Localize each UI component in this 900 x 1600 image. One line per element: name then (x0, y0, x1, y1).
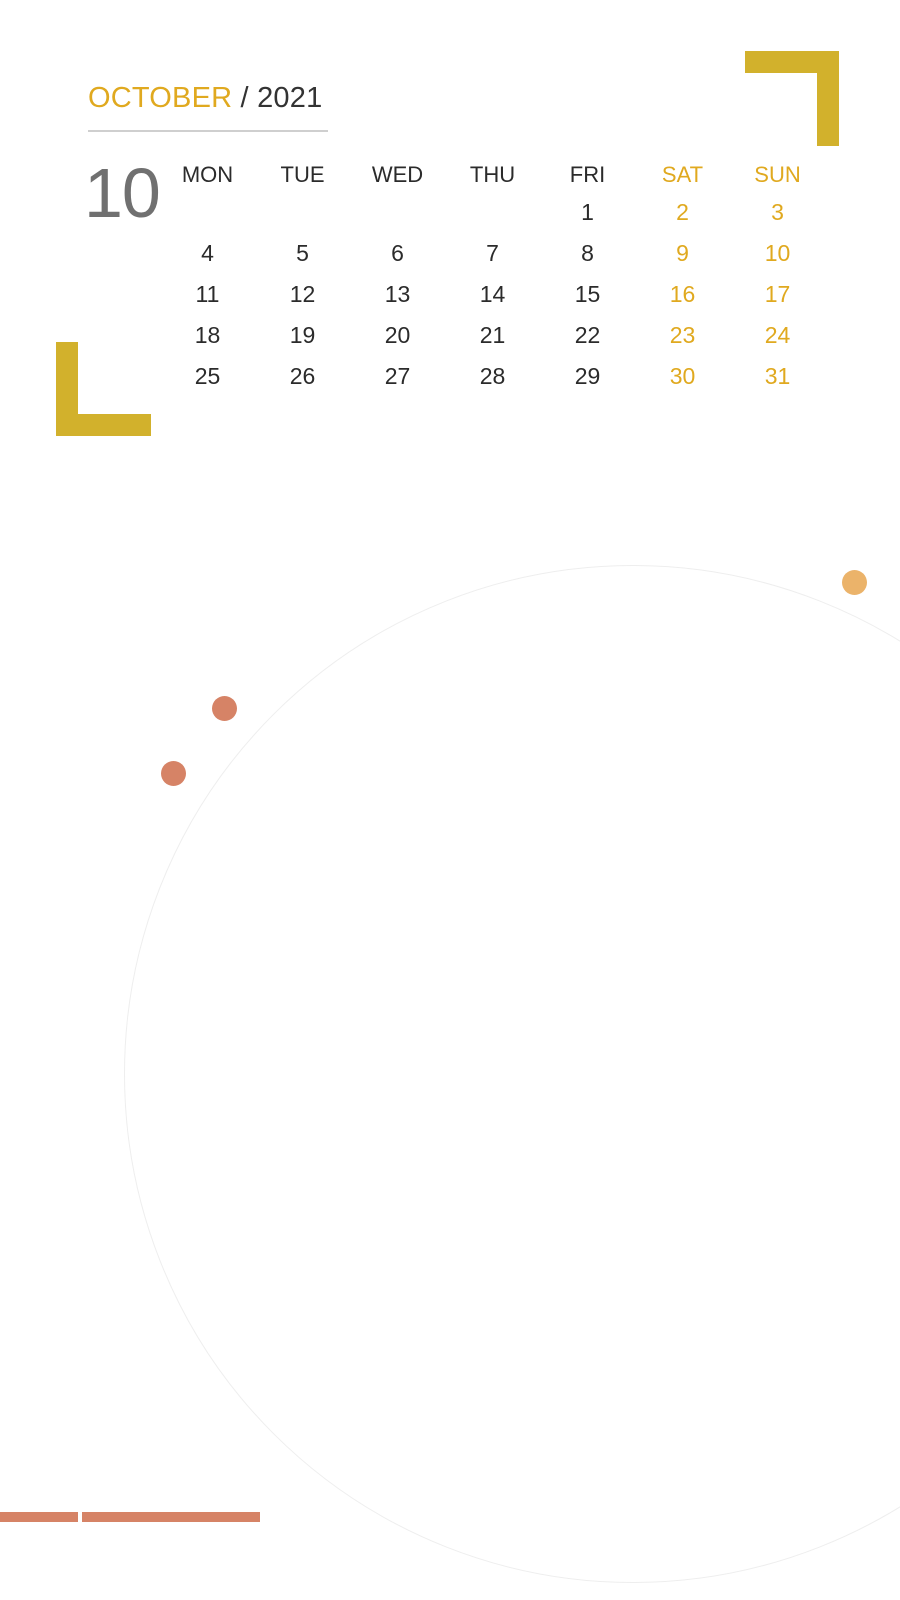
month-number: 10 (84, 154, 161, 232)
calendar-day: 11 (195, 281, 220, 307)
weekday-header-tue: TUE (280, 162, 325, 187)
corner-bracket-bottom-left (56, 414, 151, 436)
calendar-day: 27 (384, 363, 411, 389)
calendar-empty-cell (160, 192, 255, 233)
weekday-header-wed: WED (371, 162, 424, 187)
calendar-day: 4 (201, 240, 214, 266)
calendar-day: 24 (764, 322, 791, 348)
year: 2021 (257, 82, 323, 114)
calendar-day: 2 (676, 199, 689, 225)
calendar-day: 22 (574, 322, 601, 348)
calendar-day: 17 (764, 281, 791, 307)
corner-bracket-top-right (817, 51, 839, 146)
calendar-day: 25 (194, 363, 221, 389)
month-name: OCTOBER (88, 82, 233, 114)
calendar-empty-cell (445, 192, 540, 233)
decorative-dot (212, 696, 237, 721)
calendar-day: 23 (669, 322, 696, 348)
calendar-day: 6 (391, 240, 404, 266)
calendar-day: 20 (384, 322, 411, 348)
calendar-day: 13 (384, 281, 411, 307)
calendar-day: 18 (194, 322, 221, 348)
calendar-day: 31 (764, 363, 791, 389)
calendar-day: 1 (581, 199, 594, 225)
weekday-header-fri: FRI (569, 162, 606, 187)
decorative-dot (842, 570, 867, 595)
calendar-day: 12 (289, 281, 316, 307)
calendar-empty-cell (350, 192, 445, 233)
calendar-day: 10 (764, 240, 791, 266)
calendar-day: 7 (486, 240, 499, 266)
weekday-header-sat: SAT (661, 162, 704, 187)
calendar-day: 29 (574, 363, 601, 389)
calendar-day: 14 (479, 281, 506, 307)
month-year-title: OCTOBER / 2021 (88, 82, 322, 115)
calendar-day: 19 (289, 322, 316, 348)
decorative-bar (0, 1512, 78, 1522)
corner-bracket-bottom-left (56, 342, 78, 436)
weekday-header-thu: THU (469, 162, 516, 187)
weekday-header-mon: MON (181, 162, 234, 187)
calendar-day: 16 (669, 281, 696, 307)
corner-bracket-top-right (745, 51, 839, 73)
calendar-day: 9 (676, 240, 689, 266)
weekday-header-sun: SUN (754, 162, 801, 187)
calendar-day: 30 (669, 363, 696, 389)
calendar-day: 28 (479, 363, 506, 389)
calendar-day: 3 (771, 199, 784, 225)
calendar-day: 8 (581, 240, 594, 266)
calendar-day: 26 (289, 363, 316, 389)
header-divider (88, 130, 328, 132)
calendar-grid: MON TUE WED THU FRI SAT SUN 1 2 3 4 5 6 7 8 9 10 11 12 13 14… (160, 158, 825, 397)
decorative-dot (161, 761, 186, 786)
title-separator: / (240, 82, 249, 114)
calendar-day: 5 (296, 240, 309, 266)
calendar-day: 15 (574, 281, 601, 307)
decorative-circle (124, 565, 900, 1583)
decorative-bar (82, 1512, 260, 1522)
calendar-empty-cell (255, 192, 350, 233)
calendar-day: 21 (479, 322, 506, 348)
